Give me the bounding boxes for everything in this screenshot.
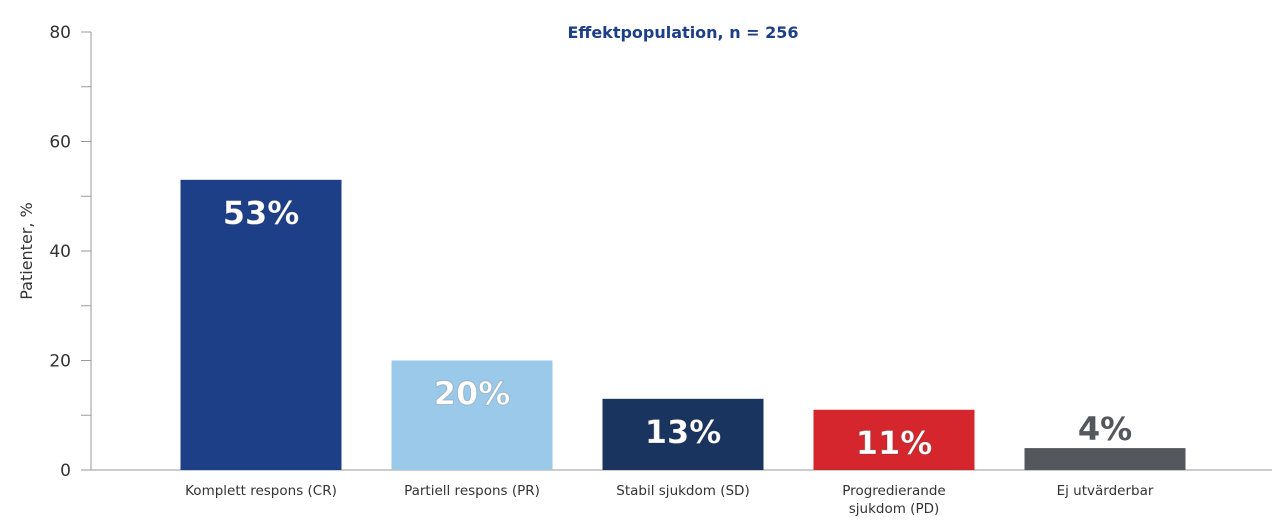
y-tick-label: 20 [49,352,71,372]
y-axis-label: Patienter, % [17,202,36,300]
bar [1024,448,1186,470]
bar-data-label: 13% [645,413,722,451]
bar [813,409,975,470]
x-category-label: Stabil sjukdom (SD) [616,483,749,499]
x-category-label: Progredierande [842,483,945,499]
x-category-label: Komplett respons (CR) [185,483,337,499]
labels: 53% Komplett respons (CR) 20% Partiell resp… [185,193,1154,517]
x-category-label: Partiell respons (PR) [404,483,540,499]
bar-data-label: 4% [1078,410,1132,448]
bar-data-label: 20% [434,375,511,413]
bar-data-label: 53% [223,194,300,232]
bars [180,179,1186,470]
x-category-label: Ej utvärderbar [1057,483,1154,499]
chart-title: Effektpopulation, n = 256 [567,23,798,42]
y-tick-label: 80 [49,23,71,43]
bar [602,398,764,470]
y-tick-label: 40 [49,242,71,262]
bar [391,360,553,470]
bar [180,179,342,470]
bar-data-label: 11% [856,424,933,462]
x-category-label: sjukdom (PD) [849,501,940,517]
y-tick-label: 0 [60,461,71,481]
y-tick-label: 60 [49,133,71,153]
